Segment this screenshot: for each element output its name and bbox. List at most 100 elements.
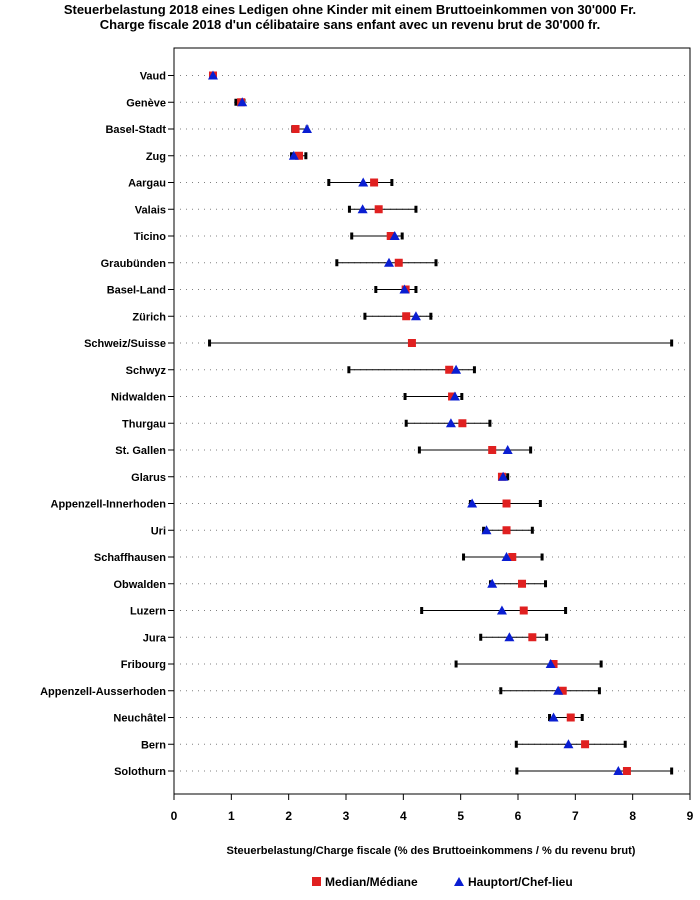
markers <box>207 70 631 775</box>
category-label-graubunden: Graubünden <box>101 258 167 270</box>
capital-marker-appenzell-innerhoden <box>467 498 478 508</box>
capital-marker-aargau <box>358 177 369 187</box>
range-max-cap-fribourg <box>599 660 603 668</box>
range-max-cap-nidwalden <box>460 393 464 400</box>
median-marker-appenzell-innerhoden <box>502 499 511 508</box>
chart-title-line-2: Charge fiscale 2018 d'un célibataire san… <box>100 17 600 32</box>
category-label-glarus: Glarus <box>131 472 166 484</box>
category-label-appenzell-innerhoden: Appenzell-Innerhoden <box>51 499 167 511</box>
capital-marker-thurgau <box>445 418 456 428</box>
capital-marker-valais <box>357 204 368 214</box>
range-max-cap-schaffhausen <box>540 553 544 561</box>
median-marker-schaffhausen <box>508 553 517 561</box>
median-marker-zug <box>294 151 303 160</box>
range-max-cap-neuchatel <box>580 714 584 721</box>
median-marker-graubunden <box>394 258 403 267</box>
capital-marker-basel-stadt <box>302 124 313 133</box>
median-marker-obwalden <box>518 579 527 588</box>
capital-marker-basel-land <box>399 284 410 294</box>
x-axis-ticks: 0 1 2 3 4 5 6 7 8 9 <box>171 794 694 823</box>
x-axis-title: Steuerbelastung/Charge fiscale (% des Br… <box>227 845 636 857</box>
range-max-cap-basel-land <box>414 286 418 293</box>
capital-marker-bern <box>563 739 574 749</box>
median-marker-basel-stadt <box>291 125 300 133</box>
median-marker-uri <box>502 526 511 535</box>
range-max-cap-schwyz <box>472 366 476 374</box>
median-marker-appenzell-ausserhoden <box>558 686 567 695</box>
capital-marker-st-gallen <box>502 445 513 454</box>
x-tick-label-7: 7 <box>572 809 579 823</box>
range-max-cap-appenzell-innerhoden <box>538 500 542 507</box>
capital-marker-glarus <box>498 471 509 481</box>
x-tick-label-8: 8 <box>629 809 636 823</box>
median-marker-valais <box>374 205 383 214</box>
range-min-cap-zurich <box>363 312 367 320</box>
category-label-uri: Uri <box>151 525 166 537</box>
capital-marker-ticino <box>389 231 400 240</box>
category-label-geneve: Genève <box>126 97 166 109</box>
range-max-cap-thurgau <box>488 419 492 427</box>
range-max-cap-jura <box>545 633 549 641</box>
category-label-obwalden: Obwalden <box>113 579 166 591</box>
capital-marker-obwalden <box>487 578 498 588</box>
category-label-basel-stadt: Basel-Stadt <box>105 124 166 136</box>
median-marker-schweiz-suisse <box>407 339 416 347</box>
category-label-zurich: Zürich <box>132 311 166 323</box>
range-min-cap-uri <box>482 526 486 534</box>
x-tick-label-6: 6 <box>515 809 522 823</box>
median-marker-bern <box>581 740 590 749</box>
median-marker-luzern <box>519 606 528 615</box>
category-label-luzern: Luzern <box>130 606 166 618</box>
range-min-cap-bern <box>514 740 518 748</box>
range-max-cap-zurich <box>429 312 433 320</box>
capital-marker-solothurn <box>613 766 624 775</box>
capital-marker-schaffhausen <box>501 552 512 561</box>
range-min-cap-graubunden <box>335 259 339 267</box>
category-label-neuchatel: Neuchâtel <box>113 713 166 725</box>
range-min-cap-neuchatel <box>548 714 552 721</box>
category-label-valais: Valais <box>135 204 166 216</box>
median-marker-fribourg <box>549 660 558 668</box>
capital-marker-zug <box>288 150 299 160</box>
range-min-cap-schwyz <box>347 366 351 374</box>
range-max-cap-obwalden <box>544 580 548 588</box>
legend-capital-marker <box>454 877 464 886</box>
x-tick-label-2: 2 <box>285 809 292 823</box>
range-min-cap-appenzell-ausserhoden <box>499 687 503 695</box>
median-marker-ticino <box>386 232 395 240</box>
capital-marker-vaud <box>207 70 218 80</box>
category-label-thurgau: Thurgau <box>122 418 166 430</box>
category-label-nidwalden: Nidwalden <box>111 392 166 404</box>
range-min-cap-geneve <box>234 98 238 106</box>
range-max-cap-uri <box>530 526 534 534</box>
range-min-cap-schweiz-suisse <box>208 339 212 347</box>
range-min-cap-fribourg <box>454 660 458 668</box>
category-label-solothurn: Solothurn <box>114 766 166 778</box>
capital-marker-neuchatel <box>548 712 559 722</box>
x-tick-label-0: 0 <box>171 809 178 823</box>
capital-marker-fribourg <box>545 659 556 668</box>
median-marker-aargau <box>370 178 379 187</box>
x-tick-label-9: 9 <box>687 809 694 823</box>
capital-marker-schwyz <box>451 364 462 374</box>
x-tick-label-4: 4 <box>400 809 407 823</box>
range-min-cap-aargau <box>327 179 331 186</box>
range-min-cap-valais <box>347 205 351 213</box>
range-max-cap-ticino <box>400 232 404 240</box>
range-max-cap-aargau <box>390 179 394 186</box>
range-max-cap-bern <box>623 740 627 748</box>
median-marker-jura <box>528 633 537 642</box>
range-max-cap-graubunden <box>434 259 438 267</box>
range-max-cap-glarus <box>506 473 510 481</box>
category-label-schweiz-suisse: Schweiz/Suisse <box>84 338 166 350</box>
x-tick-label-1: 1 <box>228 809 235 823</box>
category-label-basel-land: Basel-Land <box>107 285 166 297</box>
category-label-schaffhausen: Schaffhausen <box>94 552 166 564</box>
capital-marker-geneve <box>237 97 248 107</box>
capital-marker-nidwalden <box>449 391 460 401</box>
median-marker-nidwalden <box>448 392 457 401</box>
range-min-cap-luzern <box>420 607 424 614</box>
capital-marker-luzern <box>496 605 507 615</box>
legend: Median/Médiane Hauptort/Chef-lieu <box>312 875 573 889</box>
